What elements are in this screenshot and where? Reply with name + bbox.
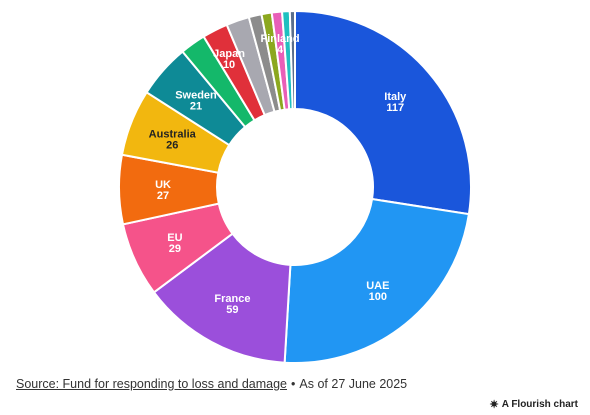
label-finland: Finland: [261, 33, 300, 45]
label-sweden: Sweden: [175, 90, 217, 102]
value-finland: 4: [277, 44, 284, 56]
value-uk: 27: [157, 190, 169, 202]
date-note: As of 27 June 2025: [299, 377, 408, 391]
flourish-credit[interactable]: ✷ A Flourish chart: [489, 398, 578, 411]
value-sweden: 21: [190, 101, 202, 113]
label-australia: Australia: [149, 129, 197, 141]
source-link[interactable]: Source: Fund for responding to loss and …: [16, 377, 288, 391]
label-japan: Japan: [213, 48, 245, 60]
flourish-label: A Flourish chart: [501, 399, 578, 410]
slice-italy[interactable]: [294, 9, 472, 216]
donut-slices: [118, 9, 472, 364]
value-australia: 26: [166, 140, 178, 152]
donut-labels: Italy117UAE100France59EU29UK27Australia2…: [149, 33, 407, 316]
footer-separator: •: [291, 377, 296, 391]
label-italy: Italy: [384, 91, 407, 103]
slice-item-14[interactable]: [288, 9, 296, 111]
label-uk: UK: [155, 179, 171, 191]
value-japan: 10: [223, 59, 235, 71]
chart-footer: Source: Fund for responding to loss and …: [16, 377, 407, 391]
donut-chart: Italy117UAE100France59EU29UK27Australia2…: [118, 9, 472, 364]
slice-uae[interactable]: [283, 197, 471, 364]
value-italy: 117: [386, 102, 404, 114]
label-eu: EU: [167, 232, 182, 244]
value-uae: 100: [369, 291, 387, 303]
label-uae: UAE: [366, 280, 389, 292]
asterisk-icon: ✷: [489, 399, 499, 411]
label-france: France: [214, 293, 250, 305]
value-france: 59: [226, 304, 238, 316]
value-eu: 29: [169, 243, 181, 255]
